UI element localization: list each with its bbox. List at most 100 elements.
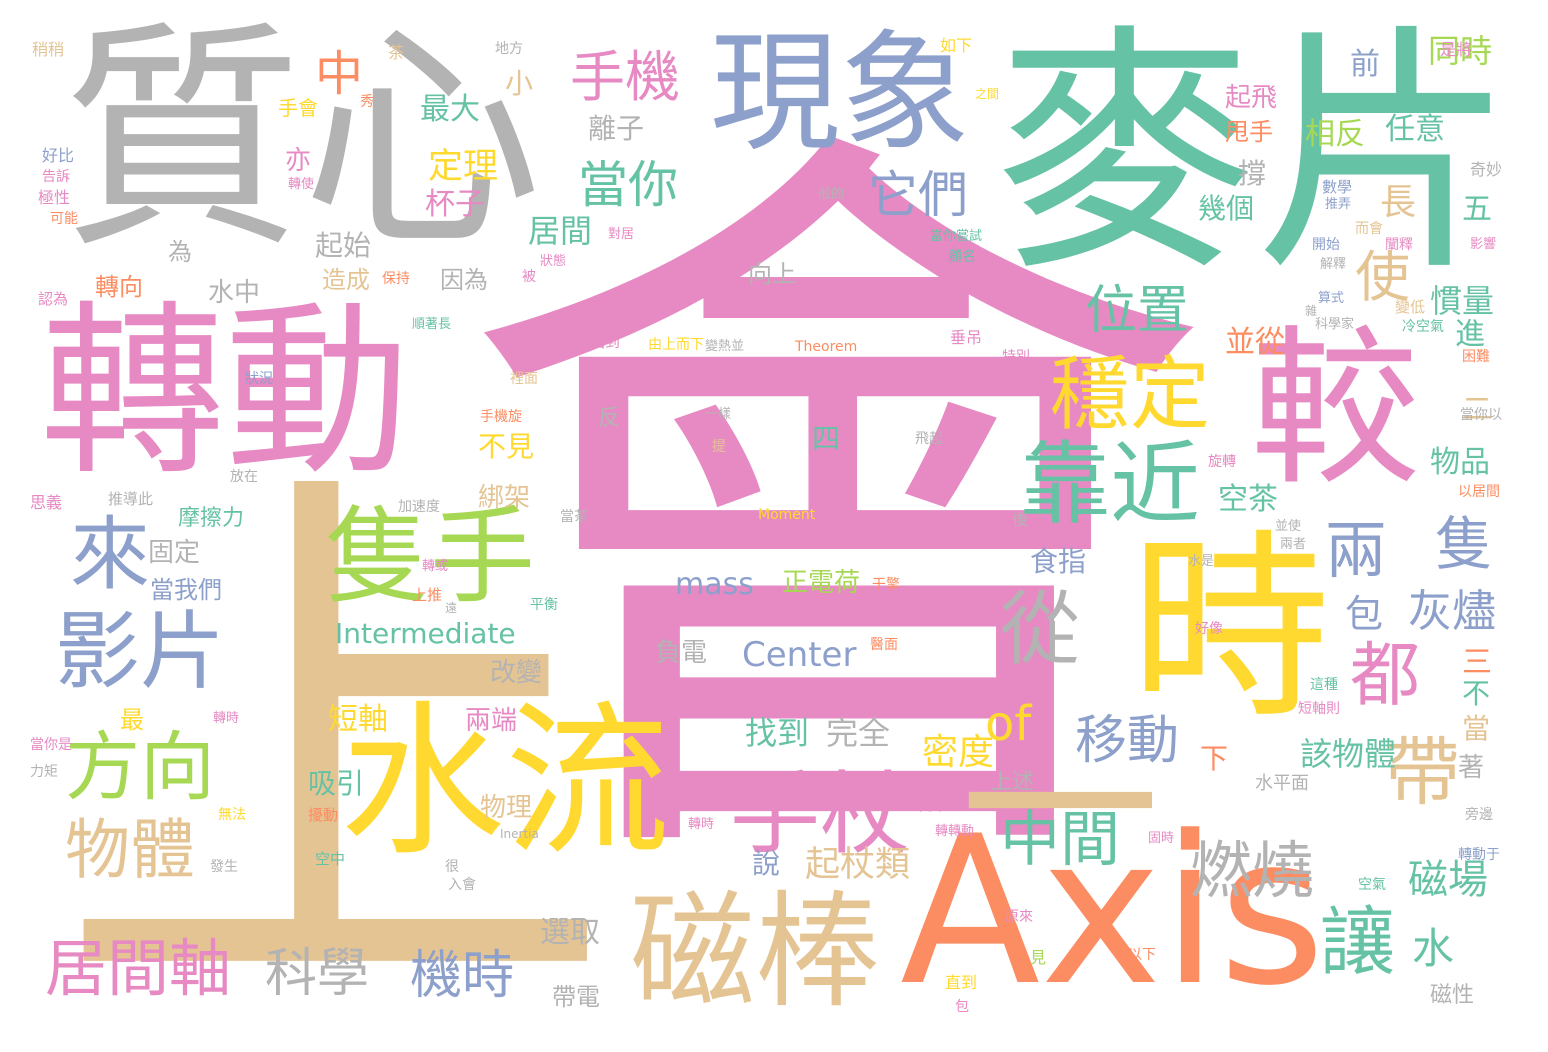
word-cloud-word: 亦 [285,146,312,176]
word-cloud-word: 負電 [655,638,708,668]
word-cloud-word: 最 [120,706,144,734]
word-cloud-word: 方向 [65,723,216,811]
word-cloud-word: 被 [522,269,536,285]
word-cloud-word: 物理 [480,793,533,823]
word-cloud-word: 當你嘗試 [930,229,983,244]
word-cloud-word: 甩手 [1225,118,1273,146]
word-cloud-word: 影響 [1470,237,1497,252]
word-cloud-word: 算式 [1318,291,1345,306]
word-cloud-word: 包 [955,999,969,1015]
word-cloud-word: 回到 [590,333,621,351]
word-cloud-word: 兩者 [1280,537,1307,552]
word-cloud-word: 物體 [65,813,196,888]
word-cloud-word: 好像 [1195,621,1223,637]
word-cloud-word: 為 [168,238,192,266]
word-cloud-word: 雜 [1305,304,1318,318]
word-cloud-word: 直到 [945,973,978,992]
word-cloud-word: Moment [758,507,816,523]
word-cloud-word: 隻 [1435,510,1494,578]
word-cloud-word: 飛起 [915,431,943,447]
word-cloud-word: 短軸 [328,702,388,737]
word-cloud-word: 如下 [940,36,973,55]
word-cloud-word: 灰燼 [1408,586,1496,637]
word-cloud-word: 般的 [818,187,845,202]
word-cloud-word: 空茶 [1218,482,1278,517]
word-cloud-word: 反 [598,406,621,431]
word-cloud-word: 而會 [1355,221,1383,237]
word-cloud-word: 茶 [388,43,405,62]
word-cloud-word: 並使 [1275,519,1302,534]
word-cloud-word: 旋轉 [1208,454,1236,470]
word-cloud-word: 裡面 [510,371,538,387]
word-cloud-word: 告訴 [42,169,70,185]
word-cloud-word: 四 [812,422,841,455]
word-cloud-word: 居間軸 [45,932,232,1005]
word-cloud-word: 五 [1462,192,1492,227]
word-cloud-word: 入會 [448,877,476,893]
word-cloud-word: 慣量 [1430,282,1495,320]
word-cloud-word: 轉動 [40,284,410,500]
word-cloud-word: 當你以 [1460,407,1502,423]
word-cloud-word: 狀況 [245,371,273,387]
word-cloud-word: 從 [1000,583,1080,676]
word-cloud-word: 醫面 [870,637,898,653]
word-cloud-word: 開始 [1312,237,1340,253]
word-cloud-word: 干擎 [872,577,900,593]
word-cloud-word: 提 [712,439,726,455]
word-cloud-word: 推導此 [108,490,154,508]
word-cloud-word: 當 [1462,712,1491,745]
word-cloud-word: 影片 [55,603,226,702]
word-cloud-word: 推弄 [1325,197,1352,212]
word-cloud-word: 由上而下 [648,337,704,353]
word-cloud-word: 二 [1462,392,1492,427]
word-cloud-word: 水 [1412,924,1455,973]
word-cloud-word: 改變 [490,658,543,688]
word-cloud-word: 當你 [578,156,678,214]
word-cloud-word: 無法 [218,807,246,823]
word-cloud-word: 三 [1462,645,1492,680]
word-cloud-word: 垂吊 [950,328,983,347]
word-cloud-word: 找到 [745,714,810,752]
word-cloud-word: 對居 [608,227,635,242]
word-cloud-word: 說 [752,847,781,880]
word-cloud-word: 並從 [1225,325,1285,360]
word-cloud-word: 好比 [42,146,75,165]
word-cloud-word: 幾個 [1198,192,1255,225]
word-cloud-word: 撐 [1238,157,1267,190]
word-cloud-word: 會 [455,73,1215,957]
word-cloud-word: 稍稍 [32,40,65,59]
word-cloud-word: 地方 [495,41,523,57]
word-cloud-word: 轉使 [288,177,315,192]
word-cloud-word: 燃燒 [1190,834,1315,907]
word-cloud-word: mass [675,567,754,602]
word-cloud-word: 完全 [826,714,891,752]
word-cloud-word: 水平面 [1255,773,1309,794]
word-cloud-word: 現象 [710,17,971,169]
word-cloud-word: 冷空氣 [1402,319,1444,335]
word-cloud-word: 起杖類 [805,845,911,885]
word-cloud-word: 順著長 [412,317,452,332]
word-cloud-word: 磁場 [1408,857,1488,903]
word-cloud-word: 麥片 [995,4,1515,306]
word-cloud-word: 擾動 [308,806,339,824]
word-cloud-word: 隻手 [325,496,536,618]
word-cloud-word: 密度 [922,732,995,773]
word-cloud-word: 摩擦力 [178,506,245,531]
word-cloud-word: 轉時 [688,817,715,832]
word-cloud-word: 轉轉動 [935,824,975,839]
word-cloud-word: 可能 [50,211,78,227]
word-cloud-word: 加速度 [398,499,440,515]
word-cloud-word: 選取 [540,915,600,950]
word-cloud-word: 短軸則 [1298,701,1340,717]
word-cloud-word: 特別 [1002,349,1030,365]
word-cloud-word: 它們 [868,166,968,224]
word-cloud-word: Intermediate [335,617,516,650]
word-cloud-word: 困難 [1462,349,1490,365]
word-cloud-word: 包 [1345,592,1384,636]
word-cloud-word: 綁架 [478,483,531,513]
word-cloud-word: 放在 [230,469,258,485]
word-cloud-word: 前 [1350,47,1380,82]
word-cloud-word: 居間 [528,212,593,250]
word-cloud-word: 磁棒 [630,880,880,1025]
